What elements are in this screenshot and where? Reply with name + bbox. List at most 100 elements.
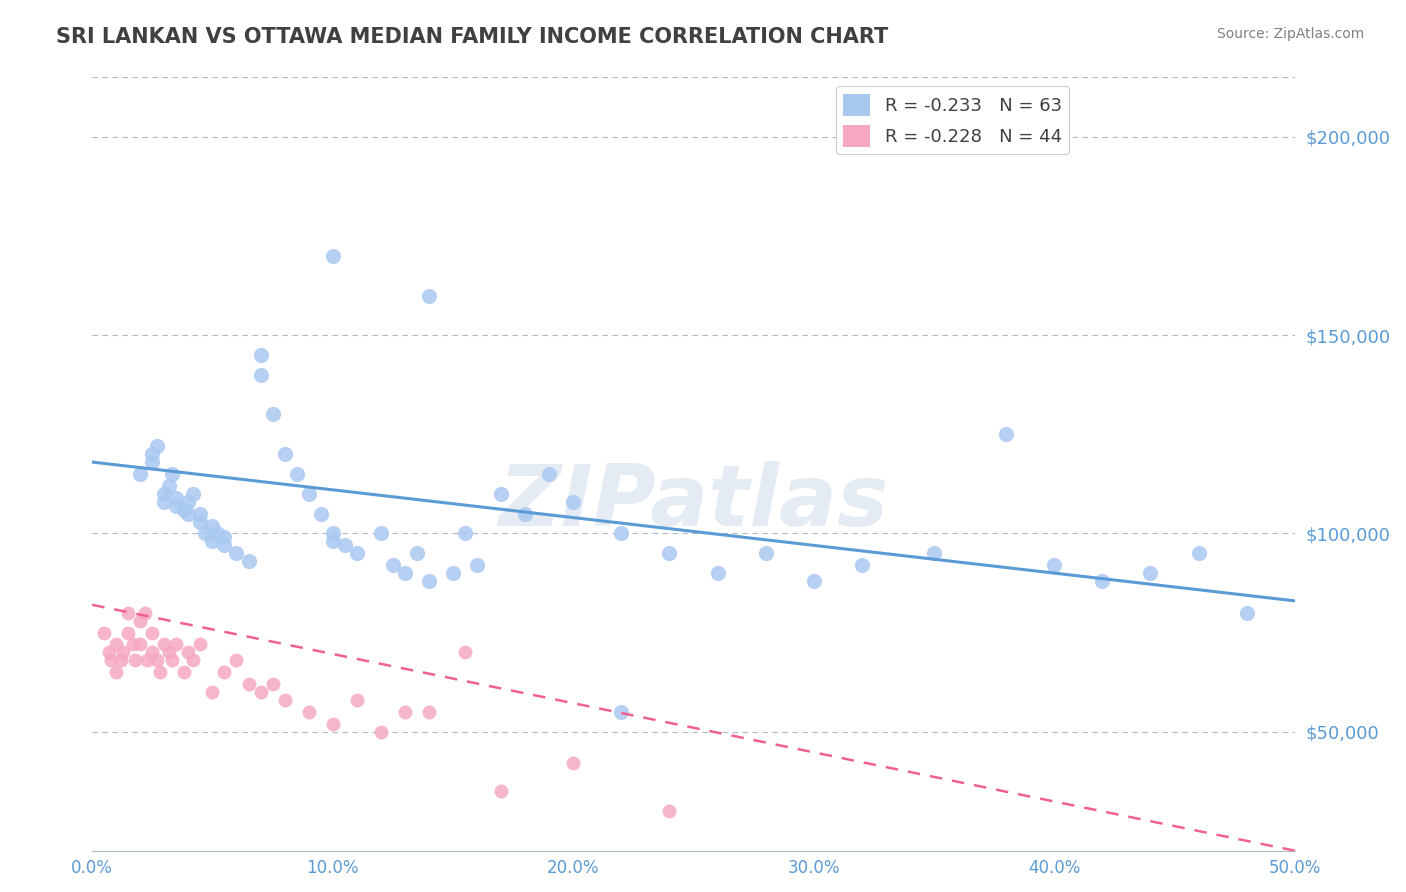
Point (214, 665, 236, 680)
Point (153, 638, 176, 652)
Point (298, 705, 321, 719)
Point (214, 538, 236, 552)
Point (1236, 606, 1258, 620)
Point (418, 288, 440, 302)
Point (322, 249, 344, 263)
Point (124, 653, 146, 667)
Point (165, 499, 187, 513)
Point (117, 625, 139, 640)
Point (249, 368, 271, 382)
Text: ZIPatlas: ZIPatlas (498, 461, 889, 544)
Point (238, 677, 260, 691)
Point (201, 518, 224, 533)
Point (207, 526, 229, 541)
Point (112, 645, 135, 659)
Point (658, 546, 681, 560)
Point (562, 756, 585, 771)
Point (146, 653, 169, 667)
Point (803, 574, 825, 588)
Point (610, 705, 633, 719)
Point (153, 487, 176, 501)
Point (177, 507, 200, 521)
Point (1043, 558, 1066, 573)
Point (141, 625, 163, 640)
Point (214, 530, 236, 544)
Point (117, 606, 139, 620)
Point (105, 638, 128, 652)
Point (309, 507, 332, 521)
Point (513, 507, 536, 521)
Point (405, 546, 427, 560)
Point (418, 574, 440, 588)
Point (129, 467, 152, 481)
Point (201, 685, 224, 699)
Point (173, 665, 195, 680)
Point (100, 653, 122, 667)
Point (136, 653, 159, 667)
Point (273, 693, 295, 707)
Point (181, 653, 204, 667)
Point (322, 534, 344, 549)
Point (370, 724, 392, 739)
Point (394, 566, 416, 580)
Point (851, 558, 873, 573)
Point (177, 494, 200, 508)
Point (755, 546, 778, 560)
Point (538, 467, 561, 481)
Point (165, 638, 187, 652)
Point (706, 566, 728, 580)
Legend: R = -0.233   N = 63, R = -0.228   N = 44: R = -0.233 N = 63, R = -0.228 N = 44 (837, 87, 1070, 154)
Point (262, 677, 284, 691)
Point (333, 538, 356, 552)
Point (441, 566, 464, 580)
Point (110, 653, 132, 667)
Point (181, 487, 204, 501)
Point (1187, 546, 1209, 560)
Point (346, 693, 368, 707)
Point (157, 645, 180, 659)
Point (157, 479, 180, 493)
Point (465, 558, 488, 573)
Point (141, 455, 163, 469)
Point (141, 447, 163, 461)
Point (249, 685, 271, 699)
Point (225, 653, 247, 667)
Point (146, 439, 169, 453)
Point (190, 638, 212, 652)
Text: SRI LANKAN VS OTTAWA MEDIAN FAMILY INCOME CORRELATION CHART: SRI LANKAN VS OTTAWA MEDIAN FAMILY INCOM… (56, 27, 889, 46)
Point (153, 494, 176, 508)
Point (381, 558, 404, 573)
Point (160, 653, 183, 667)
Point (98, 645, 121, 659)
Point (346, 546, 368, 560)
Point (322, 526, 344, 541)
Point (105, 665, 128, 680)
Point (141, 645, 163, 659)
Point (394, 705, 416, 719)
Point (249, 348, 271, 362)
Point (1139, 566, 1161, 580)
Point (298, 487, 321, 501)
Point (93, 625, 115, 640)
Point (489, 487, 512, 501)
Point (370, 526, 392, 541)
Point (995, 427, 1018, 442)
Point (658, 804, 681, 818)
Point (562, 494, 585, 508)
Point (273, 447, 295, 461)
Point (122, 638, 145, 652)
Point (225, 546, 247, 560)
Point (322, 716, 344, 731)
Point (134, 606, 156, 620)
Point (285, 467, 308, 481)
Point (148, 665, 170, 680)
Point (129, 614, 152, 628)
Point (454, 645, 477, 659)
Point (160, 467, 183, 481)
Point (1091, 574, 1114, 588)
Point (190, 507, 212, 521)
Point (201, 534, 224, 549)
Point (610, 526, 633, 541)
Point (177, 645, 200, 659)
Point (173, 502, 195, 516)
